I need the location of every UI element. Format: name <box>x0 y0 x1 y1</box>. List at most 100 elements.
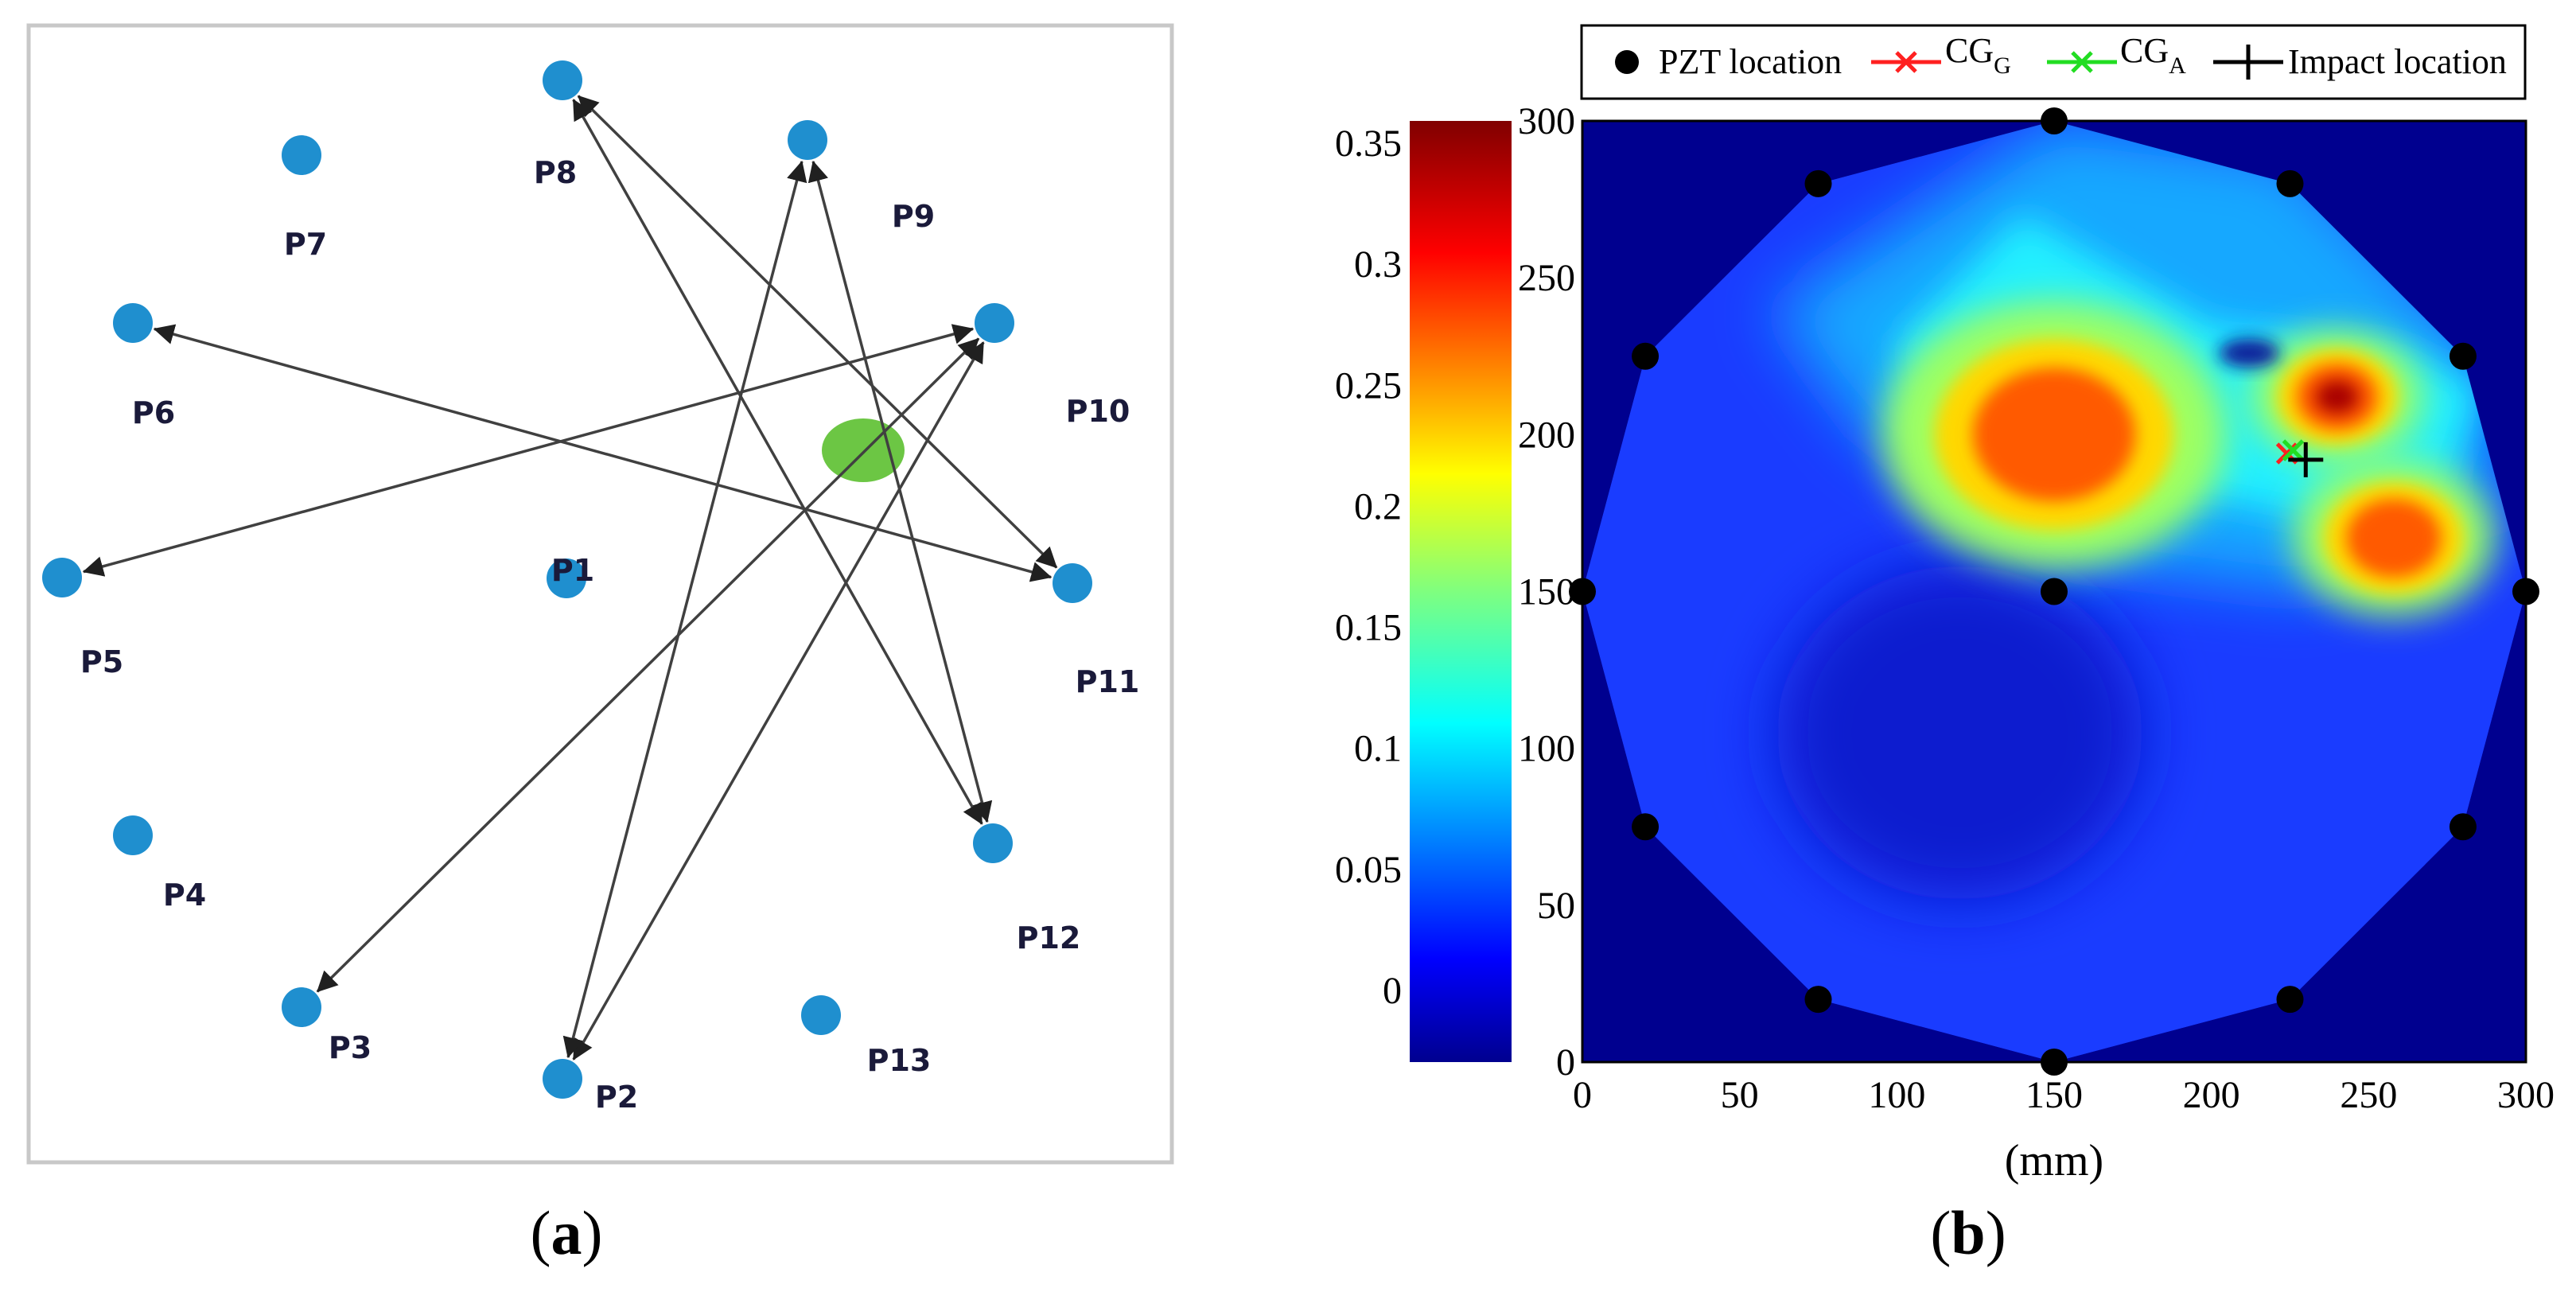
panel-a-caption: (a) <box>530 1198 603 1267</box>
legend-cg-a-label: CGA <box>2120 31 2186 79</box>
node-p11-dot <box>1053 563 1092 603</box>
node-p3: P3 <box>282 987 372 1065</box>
node-p11-label: P11 <box>1076 664 1140 699</box>
node-p3-label: P3 <box>329 1030 372 1065</box>
node-p7-label: P7 <box>284 227 327 262</box>
node-p3-dot <box>282 987 321 1027</box>
node-p11: P11 <box>1053 563 1139 699</box>
pzt-marker-11 <box>1632 342 1660 370</box>
hotspot-1 <box>1882 301 2226 569</box>
field-low-region <box>1776 565 2143 900</box>
node-p1-label: P1 <box>551 553 594 588</box>
panel-b-heatmap: PZT location CGG CGA Impact location 0 0.… <box>1335 24 2555 1185</box>
node-p1: P1 <box>547 553 594 598</box>
node-p10: P10 <box>975 303 1130 429</box>
x-tick-100: 100 <box>1868 1074 1925 1116</box>
hotspot-2 <box>2251 330 2423 465</box>
sensor-nodes: P1 P2 P3 P4 P5 P6 P7 P8 P9 P10 P11 P12 P13 <box>42 60 1139 1115</box>
colorbar-tick-0.25: 0.25 <box>1335 364 1402 407</box>
legend: PZT location CGG CGA Impact location <box>1580 24 2527 100</box>
node-p9: P9 <box>788 120 935 234</box>
y-tick-150: 150 <box>1518 571 1575 613</box>
y-tick-0: 0 <box>1556 1041 1575 1084</box>
node-p5: P5 <box>42 558 123 679</box>
node-p4: P4 <box>113 815 206 913</box>
node-p8-dot <box>543 60 582 100</box>
y-tick-200: 200 <box>1518 414 1575 456</box>
legend-cg-g-marker <box>1871 51 1941 73</box>
pzt-marker-3 <box>2449 342 2477 370</box>
node-p4-dot <box>113 815 153 855</box>
node-p4-label: P4 <box>163 878 206 913</box>
node-p6-label: P6 <box>132 395 175 430</box>
pzt-marker-12 <box>1804 169 1832 197</box>
node-p6-dot <box>113 303 153 343</box>
node-p10-label: P10 <box>1066 394 1130 429</box>
node-p9-dot <box>788 120 827 160</box>
node-p12-dot <box>973 823 1013 863</box>
arrow-p11-p8 <box>577 95 1058 569</box>
x-tick-300: 300 <box>2497 1074 2555 1116</box>
x-tick-250: 250 <box>2340 1074 2397 1116</box>
colorbar-tick-labels: 0 0.05 0.1 0.15 0.2 0.25 0.3 0.35 <box>1335 123 1402 1012</box>
y-tick-250: 250 <box>1518 257 1575 299</box>
pzt-marker-9 <box>1632 813 1660 841</box>
panel-a-frame <box>26 23 1174 1165</box>
node-p2: P2 <box>543 1059 638 1115</box>
y-tick-50: 50 <box>1537 885 1575 927</box>
legend-pzt-marker <box>1615 50 1639 74</box>
node-p2-label: P2 <box>595 1080 638 1115</box>
pzt-marker-2 <box>2276 169 2304 197</box>
field-dark-notch <box>2219 338 2280 368</box>
legend-cg-g-label: CGG <box>1945 31 2011 79</box>
colorbar-tick-0.35: 0.35 <box>1335 123 1402 165</box>
signal-path-arrows <box>82 95 1058 1060</box>
node-p10-dot <box>975 303 1014 343</box>
x-tick-150: 150 <box>2025 1074 2083 1116</box>
colorbar-tick-0: 0 <box>1383 970 1402 1012</box>
x-axis-label: (mm) <box>2005 1136 2103 1185</box>
y-tick-100: 100 <box>1518 728 1575 770</box>
colorbar-tick-0.05: 0.05 <box>1335 849 1402 891</box>
node-p5-dot <box>42 558 82 597</box>
node-p13: P13 <box>801 995 931 1078</box>
x-tick-50: 50 <box>1721 1074 1759 1116</box>
axis-tick-labels: 0 50 100 150 200 250 300 0 50 100 150 200 250 300 <box>1518 100 2555 1116</box>
node-p13-label: P13 <box>867 1043 932 1078</box>
impact-area-marker <box>822 418 905 482</box>
node-p12: P12 <box>973 823 1080 955</box>
node-p7-dot <box>282 135 321 175</box>
node-p8-label: P8 <box>534 155 577 190</box>
colorbar-tick-0.3: 0.3 <box>1354 243 1402 286</box>
legend-impact-marker <box>2213 45 2283 80</box>
node-p7: P7 <box>282 135 327 262</box>
legend-impact-label: Impact location <box>2288 42 2507 81</box>
colorbar-tick-0.2: 0.2 <box>1354 485 1402 527</box>
legend-cg-a-marker <box>2047 51 2117 73</box>
pzt-marker-7 <box>2041 1049 2068 1076</box>
impact-location-marker <box>2288 442 2324 477</box>
pzt-marker-1 <box>2041 107 2068 134</box>
pzt-marker-5 <box>2449 813 2477 841</box>
pzt-marker-6 <box>2276 986 2304 1014</box>
cg-a-marker <box>2282 439 2305 461</box>
node-p5-label: P5 <box>80 644 123 679</box>
legend-pzt-label: PZT location <box>1659 42 1842 81</box>
panel-a-network-diagram: P1 P2 P3 P4 P5 P6 P7 P8 P9 P10 P11 P12 P13 <box>26 23 1174 1165</box>
colorbar <box>1410 121 1512 1062</box>
node-p6: P6 <box>113 303 175 430</box>
node-p13-dot <box>801 995 841 1035</box>
panel-b-caption: (b) <box>1930 1198 2006 1267</box>
node-p8: P8 <box>534 60 582 190</box>
pzt-marker-8 <box>1804 986 1832 1014</box>
x-tick-0: 0 <box>1573 1074 1592 1116</box>
node-p2-dot <box>543 1059 582 1099</box>
colorbar-tick-0.15: 0.15 <box>1335 607 1402 649</box>
hotspot-3 <box>2293 460 2494 617</box>
colorbar-tick-0.1: 0.1 <box>1354 728 1402 770</box>
pzt-marker-4 <box>2512 578 2539 605</box>
node-p9-label: P9 <box>892 199 935 234</box>
pzt-marker-10 <box>1569 578 1596 605</box>
